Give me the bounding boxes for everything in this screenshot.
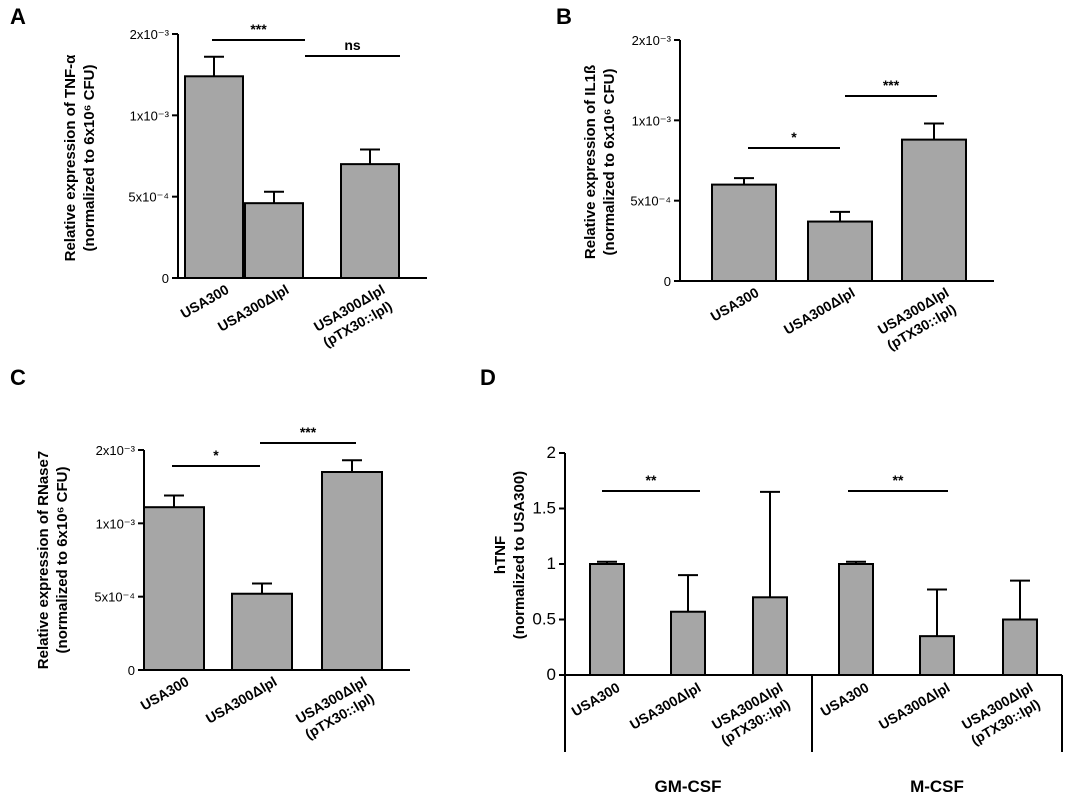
bar	[807, 220, 873, 282]
bar	[321, 471, 383, 671]
y-axis-label-line1: Relative expression of IL1ß	[582, 65, 599, 259]
x-category-label: USA300Δlpl(pTX30::lpl)	[709, 679, 793, 748]
x-category-label-line1: USA300	[138, 673, 192, 713]
bar	[231, 592, 293, 672]
x-category-label-line1: USA300Δlpl	[203, 673, 280, 727]
bar	[838, 563, 874, 676]
y-axis-label-line2: (normalized to 6x10⁶ CFU)	[81, 65, 98, 252]
y-axis-label: Relative expression of IL1ß (normalized t…	[582, 65, 618, 259]
y-tick-label: 2x10⁻³	[130, 27, 170, 42]
y-tick-label: 0	[162, 271, 169, 286]
significance-label: **	[646, 472, 657, 488]
y-tick-label: 0	[664, 274, 671, 289]
group-label: M-CSF	[910, 777, 964, 796]
x-category-label-line1: USA300	[569, 679, 623, 719]
y-axis-label-line2: (normalized to 6x10⁶ CFU)	[54, 467, 71, 654]
panel-c: C Relative expression of RNase7 (normalize…	[10, 365, 410, 742]
x-category-label-line1: USA300	[708, 284, 762, 324]
x-category-label-line1: USA300Δlpl	[876, 679, 953, 733]
panel-letter: B	[556, 4, 572, 29]
significance-label: **	[893, 472, 904, 488]
bar	[670, 610, 706, 676]
y-tick-label: 2x10⁻³	[632, 33, 672, 48]
bar	[340, 163, 400, 279]
x-category-label: USA300Δlpl	[627, 679, 704, 733]
bar	[589, 563, 625, 676]
y-tick-label: 1x10⁻³	[130, 108, 170, 123]
group-label: GM-CSF	[654, 777, 721, 796]
significance-label: ***	[300, 424, 317, 440]
y-tick-label: 0	[547, 665, 556, 684]
x-category-label: USA300	[138, 673, 192, 713]
significance-label: ***	[883, 77, 900, 93]
panel-letter: C	[10, 365, 26, 390]
significance-label: *	[213, 447, 219, 463]
y-tick-label: 0	[128, 663, 135, 678]
bar	[919, 635, 955, 677]
bar	[184, 75, 244, 279]
y-tick-label: 0.5	[532, 610, 556, 629]
y-axis-label-line2: (normalized to 6x10⁶ CFU)	[601, 69, 618, 256]
x-category-label: USA300Δlpl(pTX30::lpl)	[293, 673, 377, 742]
bar	[143, 506, 205, 672]
panel-a: A Relative expression of TNF-α (normalized…	[10, 4, 427, 350]
y-axis-label: Relative expression of RNase7 (normalized…	[35, 451, 71, 669]
x-category-label: USA300	[818, 679, 872, 719]
panel-b: B Relative expression of IL1ß (normalized …	[556, 4, 994, 353]
bar	[752, 596, 788, 676]
y-axis-label: hTNF (normalized to USA300)	[492, 471, 528, 639]
y-axis-label-line1: Relative expression of TNF-α	[62, 54, 79, 262]
x-category-label: USA300Δlpl(pTX30::lpl)	[959, 679, 1043, 748]
y-axis-label-line1: Relative expression of RNase7	[35, 451, 52, 669]
panel-letter: A	[10, 4, 26, 29]
y-tick-label: 2	[547, 443, 556, 462]
x-category-label: USA300	[569, 679, 623, 719]
x-category-label-line1: USA300	[818, 679, 872, 719]
y-tick-label: 5x10⁻⁴	[128, 190, 169, 205]
y-tick-label: 1.5	[532, 499, 556, 518]
y-tick-label: 1x10⁻³	[96, 516, 136, 531]
x-category-label: USA300Δlpl	[203, 673, 280, 727]
y-axis-label-line2: (normalized to USA300)	[511, 471, 528, 639]
bar	[901, 138, 967, 282]
x-category-label-line1: USA300Δlpl	[627, 679, 704, 733]
y-axis-label-line1: hTNF	[492, 536, 509, 574]
x-category-label: USA300Δlpl(pTX30::lpl)	[875, 284, 959, 353]
y-tick-label: 1	[547, 554, 556, 573]
x-category-label: USA300Δlpl(pTX30::lpl)	[311, 281, 395, 350]
x-category-label: USA300Δlpl	[781, 284, 858, 338]
y-tick-label: 5x10⁻⁴	[94, 590, 135, 605]
bar	[244, 202, 304, 280]
y-tick-label: 1x10⁻³	[632, 113, 672, 128]
panel-letter: D	[480, 365, 496, 390]
y-tick-label: 5x10⁻⁴	[630, 194, 671, 209]
x-category-label: USA300	[708, 284, 762, 324]
bar	[1002, 618, 1038, 676]
significance-label: ***	[250, 21, 267, 37]
bar	[711, 183, 777, 283]
significance-label: *	[791, 129, 797, 145]
y-tick-label: 2x10⁻³	[96, 443, 136, 458]
x-category-label: USA300Δlpl	[876, 679, 953, 733]
x-category-label-line1: USA300Δlpl	[781, 284, 858, 338]
significance-label: ns	[344, 37, 361, 53]
y-axis-label: Relative expression of TNF-α (normalized …	[62, 54, 98, 262]
